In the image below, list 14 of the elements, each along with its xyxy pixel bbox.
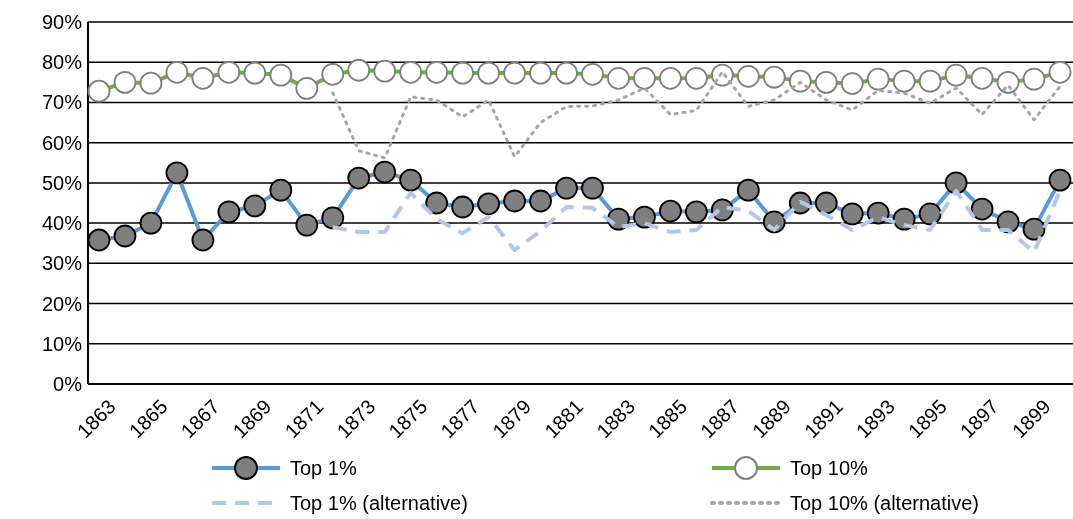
y-tick-label: 10% bbox=[41, 332, 83, 355]
y-tick-label: 60% bbox=[41, 131, 83, 154]
legend-label: Top 10% (alternative) bbox=[790, 492, 979, 514]
y-tick-label: 80% bbox=[41, 51, 83, 74]
legend-label: Top 1% (alternative) bbox=[290, 492, 468, 514]
y-tick-label: 40% bbox=[41, 212, 83, 235]
y-tick-label: 30% bbox=[41, 252, 83, 275]
y-tick-label: 20% bbox=[41, 292, 83, 315]
y-tick-label: 90% bbox=[41, 11, 83, 33]
y-tick-label: 50% bbox=[41, 171, 83, 194]
legend-label: Top 10% bbox=[790, 457, 869, 479]
y-tick-label: 0% bbox=[53, 373, 83, 395]
y-tick-label: 70% bbox=[41, 91, 83, 114]
legend-label: Top 1% bbox=[290, 457, 357, 479]
